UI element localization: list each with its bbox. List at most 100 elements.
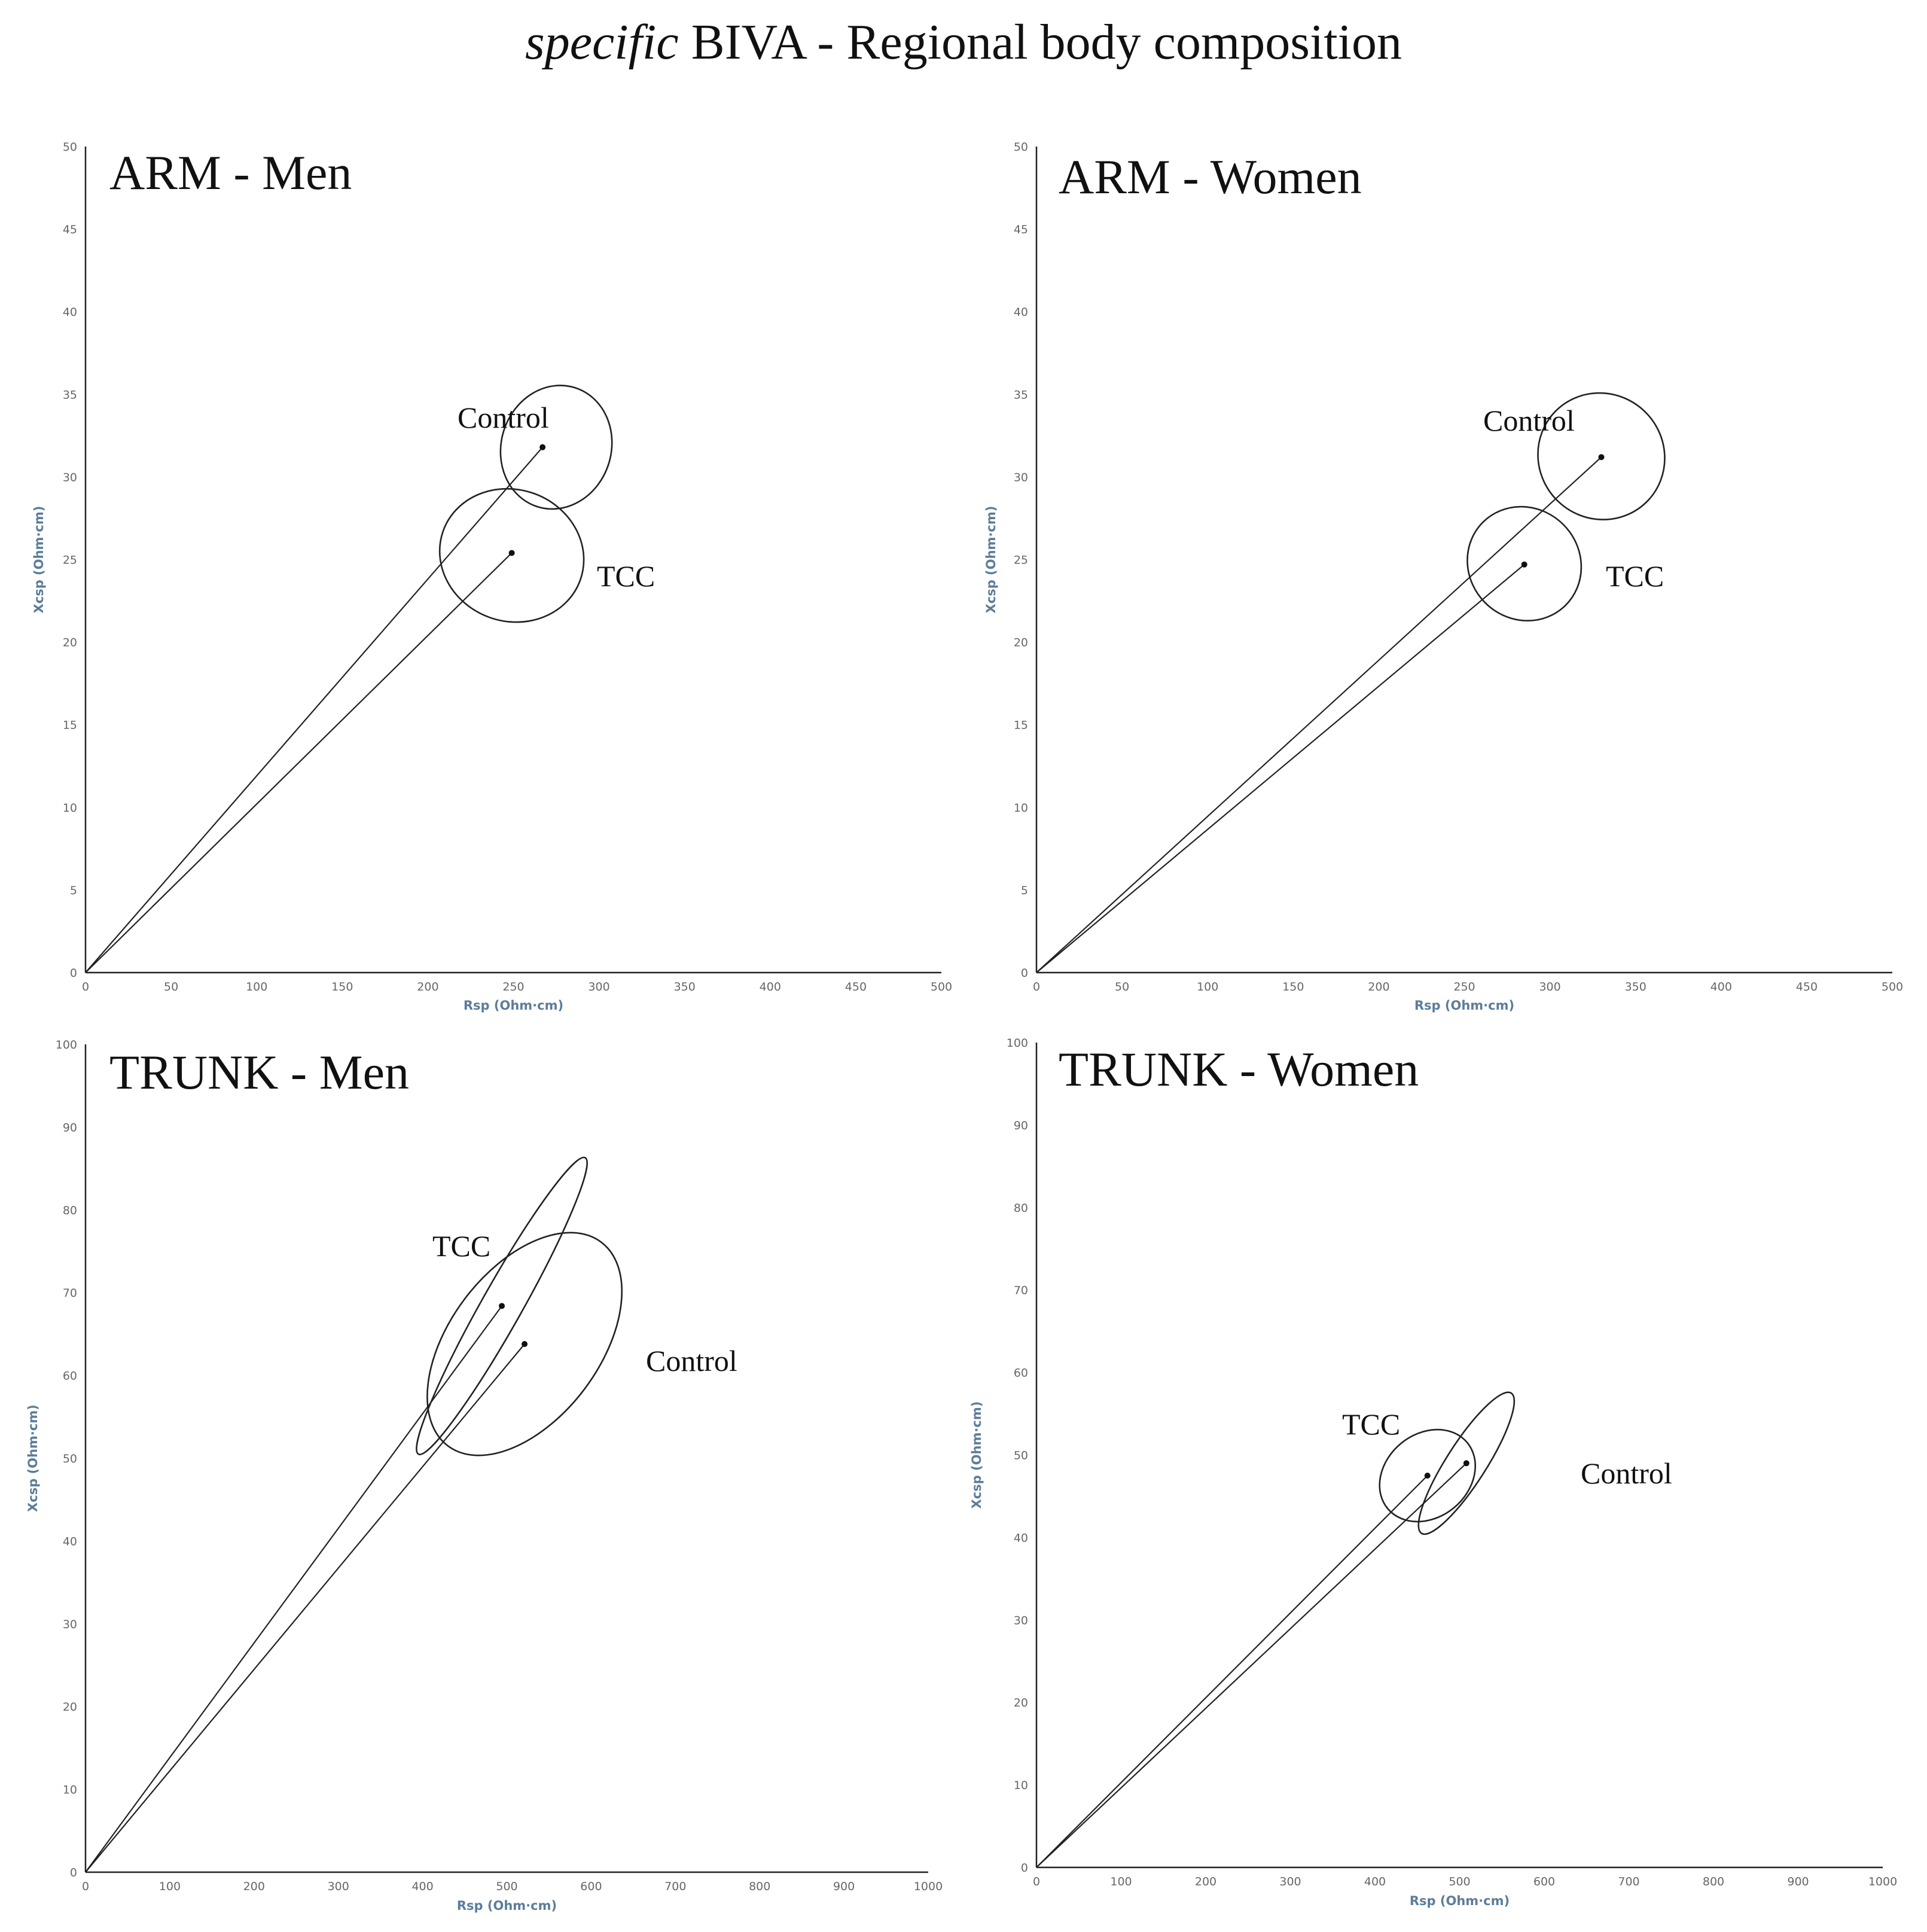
y-tick-label: 60 xyxy=(1014,1367,1028,1380)
mean-vector xyxy=(85,1343,525,1873)
y-tick-label: 70 xyxy=(63,1287,77,1300)
x-axis-title: Rsp (Ohm·cm) xyxy=(457,1899,557,1913)
series-label: Control xyxy=(458,401,549,434)
x-tick-label: 0 xyxy=(1033,980,1040,994)
mean-vector xyxy=(1036,1475,1428,1868)
x-tick-label: 50 xyxy=(1115,980,1129,994)
y-tick-label: 15 xyxy=(1014,719,1028,732)
x-tick-label: 800 xyxy=(749,1880,770,1893)
x-tick-label: 900 xyxy=(1787,1875,1809,1888)
series-control: Control xyxy=(1036,1391,1672,1868)
x-tick-label: 500 xyxy=(931,980,952,994)
series-control: Control xyxy=(85,385,613,973)
series-tcc: TCC xyxy=(85,487,655,973)
y-tick-label: 80 xyxy=(1014,1202,1028,1215)
x-tick-label: 200 xyxy=(1368,980,1389,994)
x-tick-label: 100 xyxy=(1197,980,1218,994)
mean-point xyxy=(1463,1460,1469,1467)
series-tcc: TCC xyxy=(85,1156,588,1873)
x-tick-label: 600 xyxy=(1533,1875,1555,1888)
y-tick-label: 10 xyxy=(63,1784,77,1797)
series-control: Control xyxy=(85,1232,737,1873)
x-tick-label: 500 xyxy=(496,1880,517,1893)
y-tick-label: 0 xyxy=(1021,967,1028,980)
x-tick-label: 200 xyxy=(243,1880,265,1893)
x-tick-label: 450 xyxy=(1796,980,1818,994)
mean-point xyxy=(1424,1472,1431,1479)
figure-title-italic: specific xyxy=(525,14,679,70)
y-axis-title: Xcsp (Ohm·cm) xyxy=(32,506,46,614)
mean-point xyxy=(499,1303,505,1309)
figure-title: specific BIVA - Regional body compositio… xyxy=(0,13,1927,71)
y-tick-label: 10 xyxy=(1014,802,1028,815)
x-tick-label: 350 xyxy=(1625,980,1647,994)
confidence-ellipse xyxy=(1466,505,1583,621)
x-tick-label: 100 xyxy=(1110,1875,1132,1888)
confidence-ellipse xyxy=(438,487,585,623)
y-tick-label: 10 xyxy=(1014,1779,1028,1792)
confidence-ellipse xyxy=(1417,1391,1516,1535)
x-tick-label: 0 xyxy=(1033,1875,1040,1888)
panel-title: ARM - Women xyxy=(1059,150,1362,204)
y-tick-label: 20 xyxy=(1014,636,1028,650)
y-tick-label: 50 xyxy=(1014,141,1028,154)
y-tick-label: 50 xyxy=(1014,1449,1028,1462)
x-tick-label: 0 xyxy=(82,1880,89,1893)
y-tick-label: 0 xyxy=(70,1866,77,1879)
y-tick-label: 20 xyxy=(1014,1696,1028,1709)
panel-title: TRUNK - Men xyxy=(109,1045,409,1099)
y-tick-label: 0 xyxy=(70,967,77,980)
y-tick-label: 80 xyxy=(63,1204,77,1217)
x-tick-label: 200 xyxy=(417,980,438,994)
series-label: Control xyxy=(646,1344,737,1378)
series-label: Control xyxy=(1483,404,1575,437)
x-tick-label: 250 xyxy=(1453,980,1475,994)
confidence-ellipse xyxy=(426,1232,623,1456)
y-tick-label: 30 xyxy=(1014,471,1028,484)
x-axis-title: Rsp (Ohm·cm) xyxy=(464,998,563,1013)
x-tick-label: 250 xyxy=(502,980,524,994)
chart-panel-trunk-men: 0 100 200 300 400 500 600 700 800 900 1000 0 10 20 30 4… xyxy=(26,1038,943,1913)
x-tick-label: 700 xyxy=(1618,1875,1639,1888)
mean-point xyxy=(522,1341,528,1348)
mean-point xyxy=(539,444,546,450)
x-tick-label: 600 xyxy=(580,1880,602,1893)
y-tick-label: 5 xyxy=(70,884,77,897)
y-tick-label: 100 xyxy=(56,1038,77,1052)
y-tick-label: 35 xyxy=(1014,388,1028,401)
x-tick-label: 100 xyxy=(246,980,267,994)
x-tick-label: 400 xyxy=(1364,1875,1386,1888)
mean-vector xyxy=(1036,1462,1467,1868)
y-tick-label: 10 xyxy=(63,802,77,815)
y-tick-label: 45 xyxy=(1014,223,1028,236)
x-tick-label: 800 xyxy=(1703,1875,1724,1888)
series-label: TCC xyxy=(432,1229,490,1263)
chart-panel-trunk-women: 0 100 200 300 400 500 600 700 800 900 1000 0 10 20 30 4… xyxy=(969,1037,1897,1908)
x-axis-title: Rsp (Ohm·cm) xyxy=(1410,1894,1510,1908)
series-label: Control xyxy=(1581,1456,1672,1490)
mean-vector xyxy=(1036,456,1602,973)
y-tick-label: 45 xyxy=(63,223,77,236)
x-tick-label: 50 xyxy=(164,980,178,994)
series-label: TCC xyxy=(1606,559,1664,593)
x-tick-label: 150 xyxy=(1282,980,1304,994)
mean-vector xyxy=(85,552,513,973)
confidence-ellipse xyxy=(416,1156,588,1455)
x-tick-label: 400 xyxy=(760,980,781,994)
series-label: TCC xyxy=(597,559,655,593)
x-axis-title: Rsp (Ohm·cm) xyxy=(1414,998,1514,1013)
x-tick-label: 300 xyxy=(1279,1875,1301,1888)
y-tick-label: 60 xyxy=(63,1370,77,1383)
confidence-ellipse xyxy=(499,385,613,510)
y-tick-label: 30 xyxy=(63,1618,77,1631)
series-tcc: TCC xyxy=(1036,505,1664,973)
chart-panel-arm-women: 0 50 100 150 200 250 300 350 400 450 500 0 5 10 15 20 25… xyxy=(984,141,1903,1013)
y-axis-title: Xcsp (Ohm·cm) xyxy=(984,506,998,614)
y-tick-label: 100 xyxy=(1007,1037,1028,1050)
y-tick-label: 15 xyxy=(63,719,77,732)
y-tick-label: 0 xyxy=(1021,1861,1028,1875)
series-tcc: TCC xyxy=(1036,1407,1477,1868)
x-tick-label: 300 xyxy=(328,1880,349,1893)
y-axis-title: Xcsp (Ohm·cm) xyxy=(969,1401,984,1509)
panel-title: ARM - Men xyxy=(109,145,352,200)
